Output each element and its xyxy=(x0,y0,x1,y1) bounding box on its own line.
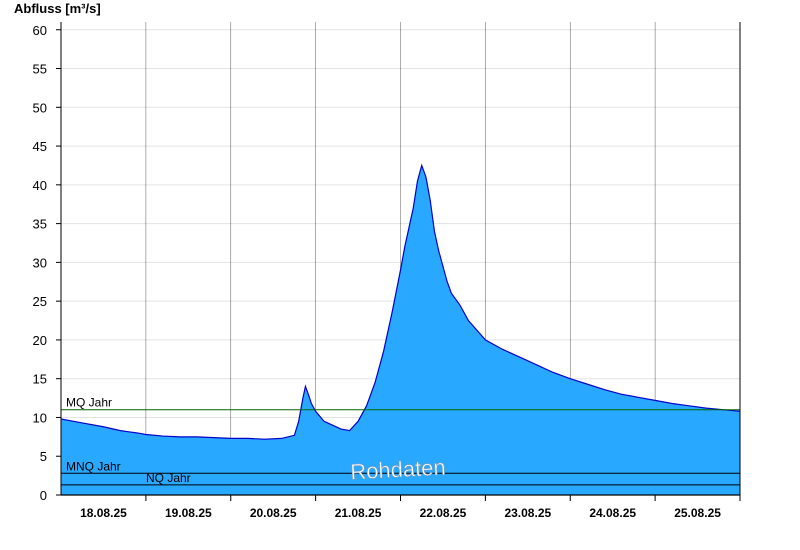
x-tick-label-7: 25.08.25 xyxy=(674,506,721,520)
reference-lines: MQ Jahr MNQ Jahr NQ Jahr xyxy=(61,396,740,486)
discharge-area xyxy=(61,165,740,495)
y-axis-title: Abfluss [m³/s] xyxy=(14,1,101,16)
ref-label-2: NQ Jahr xyxy=(146,471,191,485)
series-group xyxy=(60,163,741,495)
y-tick-label-20: 20 xyxy=(33,333,47,348)
y-tick-label-50: 50 xyxy=(33,100,47,115)
y-tick-label-0: 0 xyxy=(40,488,47,503)
x-tick-label-3: 21.08.25 xyxy=(335,506,382,520)
x-tick-label-6: 24.08.25 xyxy=(589,506,636,520)
discharge-line xyxy=(60,163,741,440)
y-tick-label-15: 15 xyxy=(33,372,47,387)
x-tick-label-5: 23.08.25 xyxy=(504,506,551,520)
y-tick-label-55: 55 xyxy=(33,62,47,77)
watermark-text: Rohdaten xyxy=(350,455,447,485)
y-tick-label-40: 40 xyxy=(33,178,47,193)
x-axis-ticks: 18.08.25 19.08.25 20.08.25 21.08.25 22.08.25… xyxy=(80,495,741,520)
ref-label-1: MNQ Jahr xyxy=(66,459,121,473)
y-axis-ticks: 0 5 10 15 20 25 30 35 40 45 50 55 60 xyxy=(33,23,61,503)
y-tick-label-25: 25 xyxy=(33,294,47,309)
y-tick-label-60: 60 xyxy=(33,23,47,38)
y-tick-label-45: 45 xyxy=(33,139,47,154)
y-tick-label-10: 10 xyxy=(33,410,47,425)
y-tick-label-30: 30 xyxy=(33,255,47,270)
x-tick-label-2: 20.08.25 xyxy=(250,506,297,520)
x-tick-label-4: 22.08.25 xyxy=(420,506,467,520)
y-tick-label-35: 35 xyxy=(33,217,47,232)
x-tick-label-1: 19.08.25 xyxy=(165,506,212,520)
y-tick-label-5: 5 xyxy=(40,449,47,464)
x-tick-label-0: 18.08.25 xyxy=(80,506,127,520)
ref-label-0: MQ Jahr xyxy=(66,396,112,410)
